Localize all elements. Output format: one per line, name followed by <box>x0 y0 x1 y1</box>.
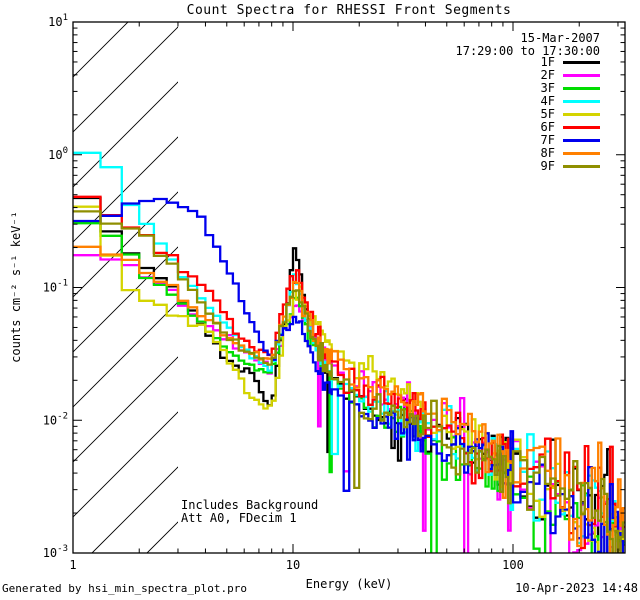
x-tick-label: 1 <box>69 558 76 572</box>
legend-item-8F: 8F <box>541 147 600 160</box>
legend-label-6F: 6F <box>540 120 555 134</box>
plot-annotations: Includes Background Att A0, FDecim 1 <box>181 499 318 525</box>
generator-credit: Generated by hsi_min_spectra_plot.pro <box>2 582 248 595</box>
observation-time-range: 17:29:00 to 17:30:00 <box>455 44 601 58</box>
legend-item-3F: 3F <box>541 82 600 95</box>
legend-label-1F: 1F <box>540 55 555 69</box>
x-tick-label: 10 <box>286 558 300 572</box>
legend-item-9F: 9F <box>541 160 600 173</box>
y-axis-label: counts cm⁻² s⁻¹ keV⁻¹ <box>9 211 23 363</box>
legend-swatch-7F <box>563 139 600 142</box>
legend-item-1F: 1F <box>541 56 600 69</box>
x-tick-label: 100 <box>502 558 524 572</box>
y-tick-label: 10-3 <box>43 544 68 560</box>
legend-label-8F: 8F <box>540 146 555 160</box>
observation-date: 15-Mar-2007 <box>520 31 600 45</box>
annotation-attenuator: Att A0, FDecim 1 <box>181 511 297 525</box>
legend-label-9F: 9F <box>540 159 555 173</box>
legend-item-4F: 4F <box>541 95 600 108</box>
spectrum-curve-9F <box>73 210 625 553</box>
axis-ticks <box>72 21 625 554</box>
legend-swatch-6F <box>563 126 600 129</box>
tick-labels: 1 10 100 101 100 10-1 10-2 10-3 <box>43 13 524 572</box>
x-axis-label: Energy (keV) <box>305 577 393 591</box>
legend-swatch-8F <box>563 152 600 155</box>
legend-swatch-1F <box>563 61 600 64</box>
legend-label-4F: 4F <box>540 94 555 108</box>
hatch-region <box>73 22 178 553</box>
legend-item-2F: 2F <box>541 69 600 82</box>
legend-swatch-2F <box>563 74 600 77</box>
chart-title: Count Spectra for RHESSI Front Segments <box>186 3 512 18</box>
legend-label-7F: 7F <box>540 133 555 147</box>
legend-item-6F: 6F <box>541 121 600 134</box>
legend-label-2F: 2F <box>540 68 555 82</box>
legend-swatch-5F <box>563 113 600 116</box>
legend: 1F 2F 3F 4F 5F 6F 7F 8F 9F <box>541 56 600 173</box>
render-timestamp: 10-Apr-2023 14:48 <box>515 581 638 595</box>
y-tick-label: 10-1 <box>43 279 68 295</box>
y-tick-label: 100 <box>48 146 68 162</box>
spectra-curves <box>73 151 625 553</box>
legend-item-5F: 5F <box>541 108 600 121</box>
legend-item-7F: 7F <box>541 134 600 147</box>
y-tick-label: 10-2 <box>43 411 68 427</box>
legend-swatch-9F <box>563 165 600 168</box>
legend-label-5F: 5F <box>540 107 555 121</box>
legend-swatch-3F <box>563 87 600 90</box>
legend-swatch-4F <box>563 100 600 103</box>
legend-label-3F: 3F <box>540 81 555 95</box>
y-tick-label: 101 <box>48 13 68 29</box>
annotation-background: Includes Background <box>181 498 319 512</box>
spectrum-curve-8F <box>73 245 625 553</box>
